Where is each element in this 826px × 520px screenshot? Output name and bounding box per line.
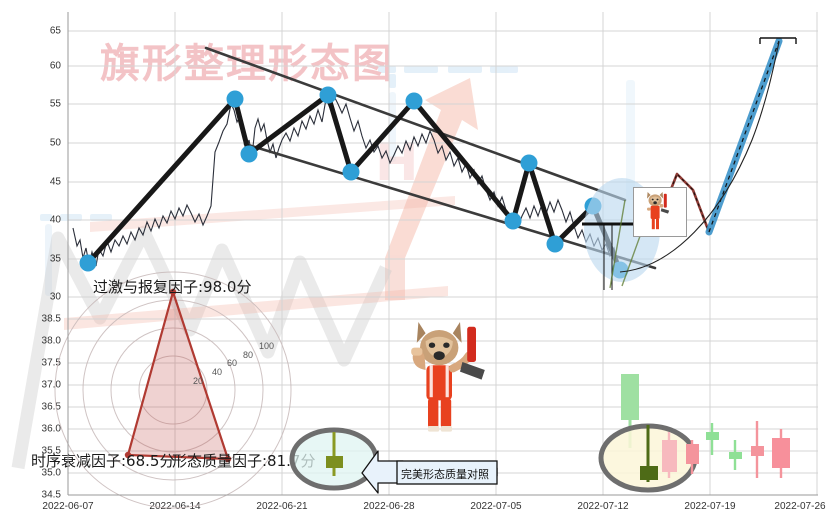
price-axis-tick: 40 <box>49 214 61 226</box>
radar-rings <box>54 271 292 509</box>
candle-body <box>751 446 764 456</box>
volume-axis-tick: 35.5 <box>41 445 61 457</box>
price-axis-tick: 50 <box>49 137 61 149</box>
price-axis-tick: 60 <box>49 60 61 72</box>
green-guide <box>609 199 626 289</box>
x-axis-tick: 2022-06-28 <box>363 501 415 512</box>
candle-body <box>640 466 658 480</box>
blue-dash-decor-right-icon <box>626 80 635 200</box>
candle-body <box>772 438 790 468</box>
pivot-marker <box>319 86 337 104</box>
radar-label-top: 过激与报复因子:98.0分 <box>93 278 252 296</box>
watermark-title: 旗形整理形态图 <box>100 31 394 89</box>
channel-upper-line <box>204 46 627 202</box>
candle-body <box>729 452 742 459</box>
price-axis-tick: 35 <box>49 253 61 265</box>
radar-label-left: 时序衰减因子:68.5分 <box>31 452 175 470</box>
callout-label: 完美形态质量对照 <box>401 468 489 481</box>
radar-scale-20: 20 <box>193 376 204 386</box>
x-axis-tick: 2022-07-12 <box>577 501 629 512</box>
x-axis-tick: 2022-07-19 <box>684 501 736 512</box>
target-bracket <box>760 37 797 44</box>
volume-axis-tick: 38.0 <box>41 335 61 347</box>
candle-body <box>662 440 677 472</box>
pivot-marker <box>405 92 423 110</box>
pivot-marker <box>504 212 522 230</box>
volume-axis-tick: 37.5 <box>41 357 61 369</box>
volume-axis-tick: 35.0 <box>41 467 61 479</box>
volume-axis-tick: 34.5 <box>41 489 61 501</box>
pivot-marker <box>342 163 360 181</box>
pivot-marker <box>226 90 244 108</box>
volume-axis-tick: 36.0 <box>41 423 61 435</box>
radar-label-right: 形态质量因子:81.7分 <box>172 452 316 470</box>
radar-scale-100: 100 <box>259 341 275 351</box>
candle-body <box>686 444 699 464</box>
pink-up-arrow-icon <box>385 78 478 300</box>
radar-polygon <box>126 288 230 461</box>
pivot-marker <box>546 235 564 253</box>
radar-vertices <box>124 288 232 463</box>
price-axis-tick: 45 <box>49 176 61 188</box>
x-axis-tick: 2022-06-07 <box>42 501 94 512</box>
forecast-curve <box>619 41 780 273</box>
volume-axis-tick: 38.5 <box>41 313 61 325</box>
candle-body <box>621 374 639 420</box>
blue-dash-decor-left-icon <box>40 214 112 296</box>
radar-scale-80: 80 <box>243 350 254 360</box>
mascot-tooltip-box[interactable] <box>633 187 687 237</box>
x-axis-tick: 2022-06-14 <box>149 501 201 512</box>
mascot-small-icon <box>647 192 670 230</box>
x-axis-tick: 2022-06-21 <box>256 501 308 512</box>
radar-scale-60: 60 <box>227 358 238 368</box>
x-axis-tick: 2022-07-26 <box>774 501 826 512</box>
candle-body <box>706 432 719 440</box>
price-axis-tick: 65 <box>49 25 61 37</box>
price-axis-tick: 55 <box>49 98 61 110</box>
radar-scale-40: 40 <box>212 367 223 377</box>
price-axis-tick: 30 <box>49 291 61 303</box>
pink-band-upper-icon <box>90 196 455 232</box>
gray-zigzag-watermark-icon <box>11 225 392 470</box>
candle-body <box>326 456 343 468</box>
volume-axis-tick: 37.0 <box>41 379 61 391</box>
pivot-marker <box>520 154 538 172</box>
pivot-marker <box>240 145 258 163</box>
x-axis-tick: 2022-07-05 <box>470 501 522 512</box>
pivot-marker <box>79 254 97 272</box>
volume-axis-tick: 36.5 <box>41 401 61 413</box>
